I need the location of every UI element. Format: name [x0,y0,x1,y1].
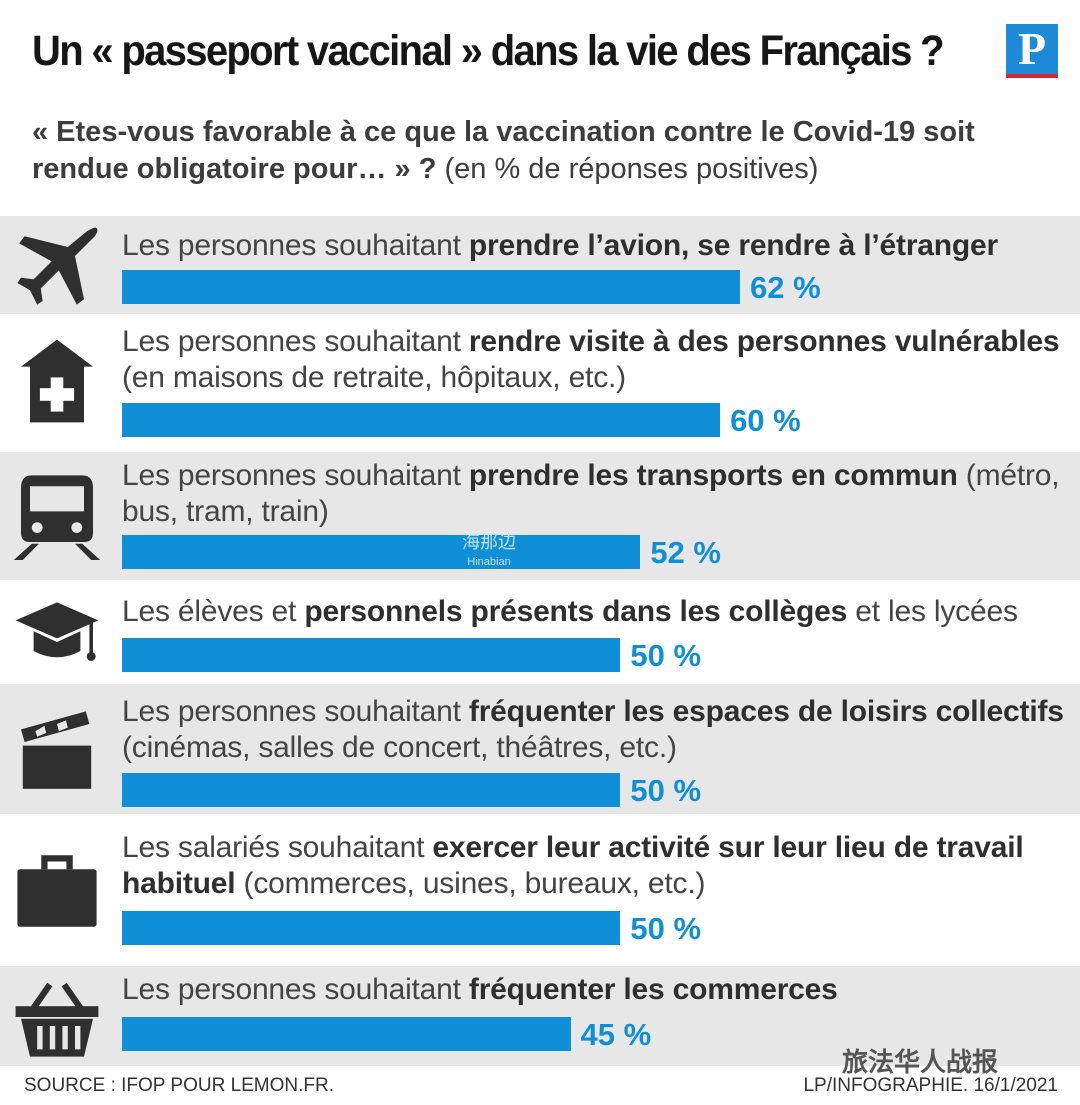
value-label: 52 % [650,535,721,570]
hospital-icon [12,336,102,426]
train-icon [12,470,102,560]
row-label-lead: Les personnes souhaitant [122,695,469,728]
chart-bar [122,773,621,807]
value-label: 60 % [730,403,801,438]
row-label: Les élèves et personnels présents dans l… [122,594,1072,630]
row-label-lead: Les élèves et [122,595,305,628]
chart-bar [122,270,740,304]
subtitle: « Etes-vous favorable à ce que la vaccin… [32,114,1062,188]
row-label-bold: prendre l’avion, se rendre à l’étranger [468,229,998,262]
graduation-cap-icon [12,588,102,678]
row-label-tail: (en maisons de retraite, hôpitaux, etc.) [122,361,626,394]
chart-bar [122,403,721,437]
row-label-bold: rendre visite à des personnes vulnérable… [468,325,1060,358]
row-label-lead: Les salariés souhaitant [122,831,433,864]
subtitle-question: « Etes-vous favorable à ce que la vaccin… [32,116,975,185]
chart-bar [122,638,621,672]
chart-bar [122,535,641,569]
value-label: 50 % [630,638,702,673]
row-label: Les personnes souhaitant fréquenter les … [122,694,1072,766]
le-parisien-logo: P [1006,24,1058,76]
watermark: 海那边 Hinabian [462,532,516,572]
row-label-tail: (cinémas, salles de concert, théâtres, e… [122,731,677,764]
source-note: SOURCE : IFOP POUR LEMON.FR. [24,1075,335,1096]
value-label: 62 % [750,270,821,305]
value-label: 45 % [580,1017,652,1052]
row-label: Les personnes souhaitant fréquenter les … [122,972,1072,1008]
row-label-bold: fréquenter les commerces [468,973,838,1006]
chart-row: Les personnes souhaitant prendre l’avion… [0,216,1080,314]
chart-bar [122,911,621,945]
row-label-tail: (commerces, usines, bureaux, etc.) [235,867,706,900]
row-label: Les personnes souhaitant prendre l’avion… [122,228,1072,264]
row-label-lead: Les personnes souhaitant [122,229,469,262]
clapperboard-icon [12,706,102,796]
row-label-bold: exercer leur activité sur leur lieu de t… [122,831,1024,900]
row-label: Les salariés souhaitant exercer leur act… [122,830,1072,902]
chart-row: Les salariés souhaitant exercer leur act… [0,816,1080,964]
page-title: Un « passeport vaccinal » dans la vie de… [32,27,945,75]
row-label-lead: Les personnes souhaitant [122,325,469,358]
shopping-basket-icon [12,972,102,1062]
row-label-bold: fréquenter les espaces de loisirs collec… [468,695,1064,728]
watermark-latin: Hinabian [467,556,511,568]
row-label-lead: Les personnes souhaitant [122,973,469,1006]
logo-stripe [1006,74,1058,78]
row-label-bold: prendre les transports en commun [468,459,958,492]
subtitle-note: (en % de réponses positives) [444,153,819,185]
value-label: 50 % [630,911,702,946]
row-label-bold: personnels présents dans les collèges [304,595,848,628]
wechat-badge: 旅法华人战报 [842,1047,999,1077]
airplane-icon [12,220,102,310]
watermark-cn: 海那边 [462,532,516,552]
row-label: Les personnes souhaitant prendre les tra… [122,458,1072,530]
row-label-tail: (métro, bus, tram, train) [122,459,1060,528]
value-label: 50 % [630,773,702,808]
briefcase-icon [12,844,102,934]
row-label: Les personnes souhaitant rendre visite à… [122,324,1072,396]
chart-bar [122,1017,571,1051]
chart-row: Les personnes souhaitant rendre visite à… [0,316,1080,450]
row-label-tail: et les lycées [847,595,1018,628]
credit-note: LP/INFOGRAPHIE. 16/1/2021 [803,1075,1058,1096]
chart-row: Les élèves et personnels présents dans l… [0,582,1080,682]
row-label-lead: Les personnes souhaitant [122,459,469,492]
